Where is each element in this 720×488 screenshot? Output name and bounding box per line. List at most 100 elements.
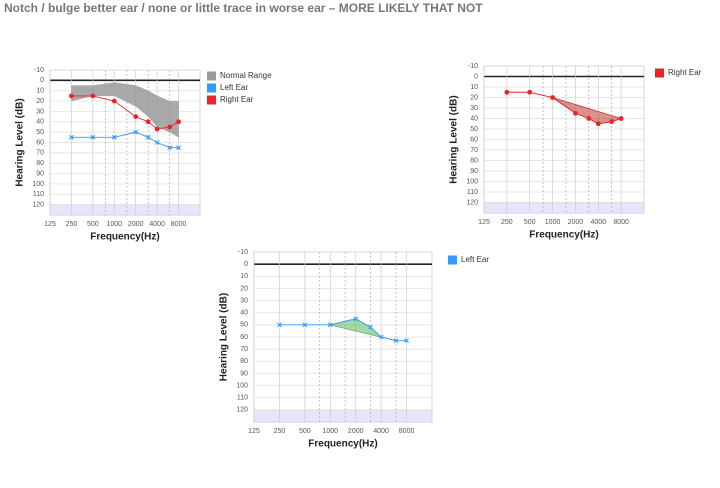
y-tick-label: 10 xyxy=(470,84,478,91)
y-tick-label: 20 xyxy=(36,98,44,105)
point xyxy=(154,126,160,132)
legend-swatch xyxy=(207,95,216,105)
bottom-strip xyxy=(49,204,201,216)
x-tick-label: 8000 xyxy=(171,221,187,228)
x-tick-label: 2000 xyxy=(348,428,364,435)
y-tick-label: 120 xyxy=(32,201,44,208)
x-tick-label: 2000 xyxy=(568,219,584,226)
legend-swatch xyxy=(655,68,664,78)
y-tick-label: 110 xyxy=(467,189,478,196)
x-tick-label: 250 xyxy=(66,221,78,228)
y-tick-label: 50 xyxy=(240,322,248,329)
y-tick-label: 120 xyxy=(236,407,248,414)
x-tick-label: 4000 xyxy=(373,428,389,435)
y-tick-label: 20 xyxy=(470,94,478,101)
y-tick-label: 70 xyxy=(240,346,248,353)
x-tick-label: 8000 xyxy=(399,428,415,435)
point xyxy=(90,93,96,99)
x-tick-label: 125 xyxy=(44,221,56,228)
point xyxy=(393,338,399,344)
legend-label: Right Ear xyxy=(668,68,702,77)
point xyxy=(595,121,601,127)
chart: -10 0 10 20 30 40 50 60 70 80 90 100 110 120 125 250 500… xyxy=(449,63,702,241)
y-tick-label: 100 xyxy=(466,178,478,185)
x-tick-label: 1000 xyxy=(545,219,561,226)
x-tick-label: 4000 xyxy=(149,221,165,228)
y-tick-label: 0 xyxy=(244,261,248,268)
x-tick-label: 2000 xyxy=(128,221,144,228)
point xyxy=(353,316,359,322)
point xyxy=(154,140,160,145)
x-tick-label: 4000 xyxy=(590,219,606,226)
y-tick-label: 50 xyxy=(36,129,44,136)
y-tick-label: 80 xyxy=(240,358,248,365)
point xyxy=(550,95,555,100)
chart: -10 0 10 20 30 40 50 60 70 80 90 100 110 120 125 250 500… xyxy=(219,249,490,450)
y-tick-label: 30 xyxy=(470,105,478,112)
y-tick-label: 30 xyxy=(36,108,44,115)
y-tick-label: 50 xyxy=(470,126,478,133)
bottom-strip xyxy=(483,202,645,214)
y-tick-label: 10 xyxy=(240,273,248,280)
x-tick-label: 1000 xyxy=(106,221,122,228)
y-tick-label: 70 xyxy=(470,147,478,154)
point xyxy=(368,324,373,330)
legend-label: Left Ear xyxy=(220,83,248,92)
y-tick-label: 30 xyxy=(240,297,248,304)
y-axis-label: Hearing Level (dB) xyxy=(15,98,26,186)
x-tick-label: 500 xyxy=(524,219,536,226)
y-axis-label: Hearing Level (dB) xyxy=(219,293,230,381)
series-line xyxy=(279,318,407,342)
series-line xyxy=(71,131,179,149)
y-tick-label: -10 xyxy=(34,67,44,74)
x-tick-label: 125 xyxy=(478,219,490,226)
point xyxy=(133,129,139,135)
legend-label: Normal Range xyxy=(220,71,272,80)
bottom-strip xyxy=(253,409,433,423)
x-tick-label: 500 xyxy=(299,428,311,435)
y-tick-label: 80 xyxy=(470,157,478,164)
x-tick-label: 250 xyxy=(274,428,286,435)
chart: -10 0 10 20 30 40 50 60 70 80 90 100 110 120 125 250 500… xyxy=(15,67,272,243)
point xyxy=(609,119,615,125)
x-axis-label: Frequency(Hz) xyxy=(529,230,598,241)
x-tick-label: 500 xyxy=(87,221,99,228)
point xyxy=(404,338,409,344)
point xyxy=(167,145,173,151)
y-tick-label: 100 xyxy=(236,382,248,389)
x-axis-label: Frequency(Hz) xyxy=(308,439,377,450)
point xyxy=(378,334,384,340)
point xyxy=(69,93,74,99)
point xyxy=(111,134,117,140)
y-tick-label: 40 xyxy=(36,119,44,126)
page-title: Notch / bulge better ear / none or littl… xyxy=(4,1,483,15)
y-axis-label: Hearing Level (dB) xyxy=(449,95,460,183)
y-tick-label: 120 xyxy=(466,199,478,206)
y-tick-label: 10 xyxy=(36,88,44,95)
point xyxy=(90,134,96,140)
y-tick-label: 110 xyxy=(33,191,44,198)
legend-swatch xyxy=(448,255,457,265)
point xyxy=(586,116,592,121)
y-tick-label: -10 xyxy=(468,63,478,70)
legend-swatch xyxy=(207,71,216,81)
point xyxy=(618,116,624,121)
x-tick-label: 8000 xyxy=(613,219,629,226)
y-tick-label: 100 xyxy=(32,181,44,188)
point xyxy=(133,114,139,120)
y-tick-label: 0 xyxy=(40,77,44,84)
x-tick-label: 125 xyxy=(248,428,260,435)
x-tick-label: 250 xyxy=(501,219,513,226)
x-tick-label: 1000 xyxy=(322,428,338,435)
legend-label: Right Ear xyxy=(220,95,254,104)
y-tick-label: 90 xyxy=(470,168,478,175)
y-tick-label: 60 xyxy=(36,139,44,146)
legend-label: Left Ear xyxy=(461,255,489,264)
point xyxy=(69,134,74,140)
point xyxy=(111,98,117,104)
point xyxy=(573,110,578,116)
y-tick-label: 70 xyxy=(36,150,44,157)
point xyxy=(176,119,181,125)
point xyxy=(176,145,181,151)
